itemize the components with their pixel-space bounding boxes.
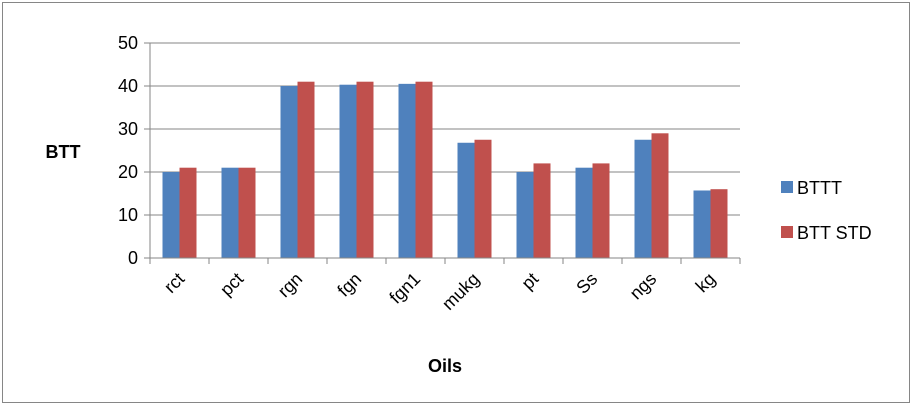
x-tick-label: kg [692, 269, 720, 297]
bar-bttt-fgn1 [398, 83, 416, 258]
x-tick-label: fgn1 [385, 269, 424, 308]
bar-bttt-kg [693, 190, 711, 258]
x-tick-label: rct [160, 269, 188, 297]
y-tick-label: 0 [128, 248, 138, 268]
legend: BTTT BTT STD [781, 178, 872, 243]
x-tick-label: rgn [274, 269, 307, 302]
chart-frame [2, 2, 910, 403]
x-tick-label: Ss [572, 269, 601, 298]
bar-btt-std-pct [238, 167, 256, 258]
x-tick-labels: rct pct rgn fgn fgn1 mukg pt Ss ngs kg [160, 269, 719, 314]
y-tick-label: 10 [118, 205, 138, 225]
y-tick-labels: 0 10 20 30 40 50 [118, 33, 138, 268]
bar-btt-std-pt [533, 163, 551, 258]
legend-swatch [781, 226, 793, 238]
legend-label: BTTT [797, 178, 842, 198]
bar-bttt-pt [516, 172, 534, 258]
y-tick-label: 20 [118, 162, 138, 182]
bar-btt-std-mukg [474, 139, 492, 258]
bar-bttt-mukg [457, 142, 475, 258]
bar-btt-std-fgn [356, 81, 374, 258]
bar-bttt-fgn [339, 84, 357, 259]
x-tick-label: pt [518, 269, 543, 294]
bar-bttt-ngs [634, 139, 652, 258]
bar-bttt-rct [162, 172, 180, 258]
y-tick-label: 50 [118, 33, 138, 53]
bar-bttt-Ss [575, 167, 593, 258]
y-axis-title: BTT [46, 142, 81, 162]
bars [162, 81, 728, 259]
bar-btt-std-fgn1 [415, 81, 433, 258]
x-tick-label: mukg [438, 269, 483, 314]
bar-btt-std-kg [710, 189, 728, 258]
x-axis-title: Oils [428, 356, 462, 376]
bar-btt-std-rgn [297, 81, 315, 258]
bar-btt-std-rct [179, 167, 197, 258]
bar-btt-std-ngs [651, 133, 669, 258]
x-tick-label: ngs [626, 269, 661, 304]
bar-btt-std-Ss [592, 163, 610, 258]
bar-bttt-pct [221, 167, 239, 258]
x-tick-label: fgn [333, 269, 365, 301]
y-tick-label: 30 [118, 119, 138, 139]
y-tick-label: 40 [118, 76, 138, 96]
x-tick-label: pct [216, 269, 247, 300]
legend-label: BTT STD [797, 223, 872, 243]
bar-bttt-rgn [280, 86, 298, 258]
axes [144, 42, 741, 264]
legend-swatch [781, 181, 793, 193]
